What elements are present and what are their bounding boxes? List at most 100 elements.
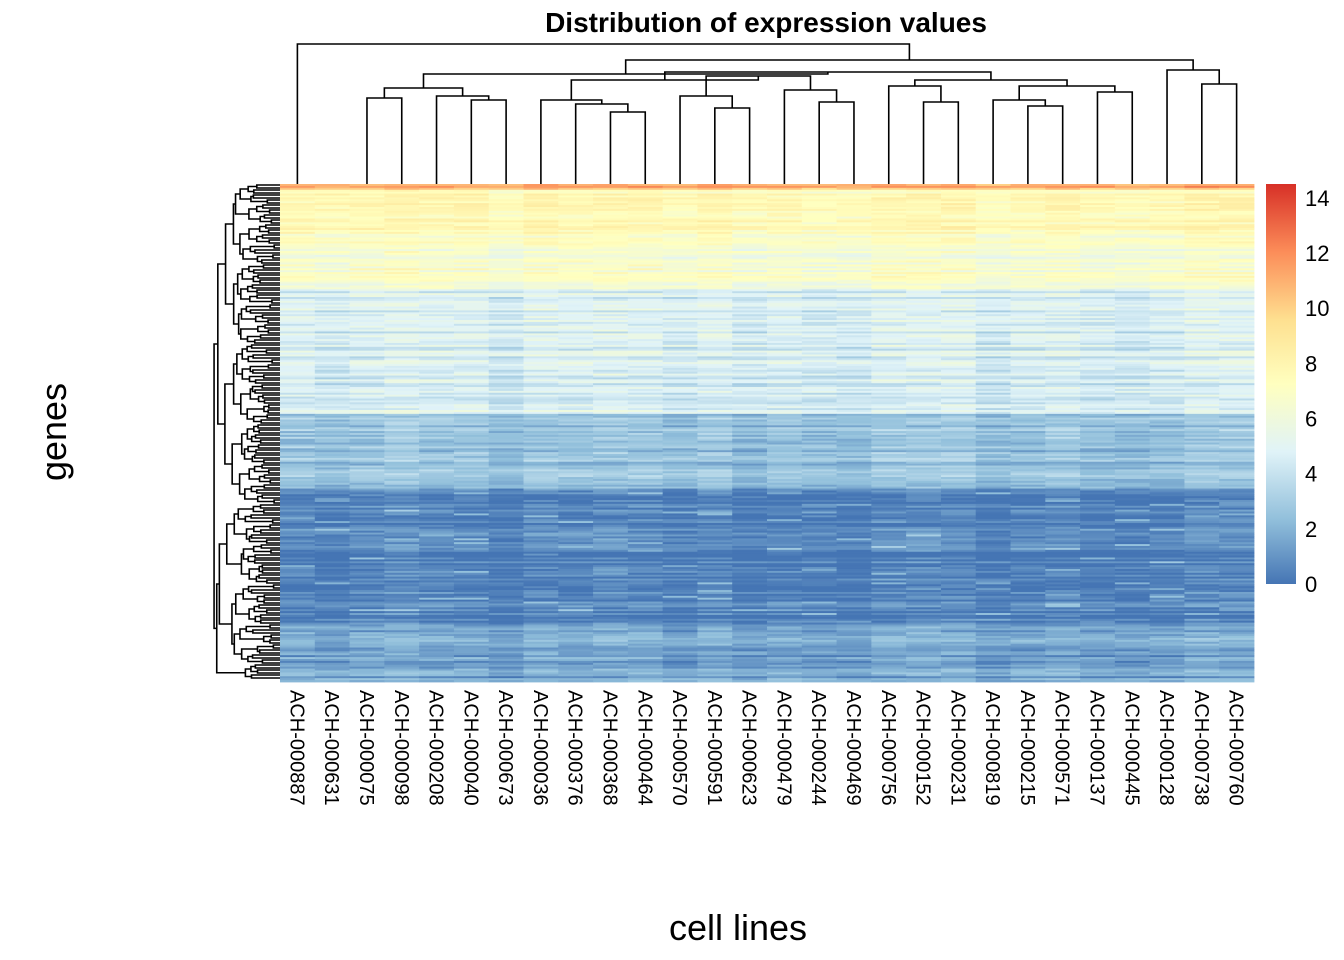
heatmap-cell	[280, 237, 316, 240]
heatmap-cell	[1114, 239, 1151, 242]
heatmap-cell	[1114, 235, 1151, 239]
heatmap-cell	[1114, 298, 1151, 302]
heatmap-cell	[314, 471, 350, 474]
heatmap-cell	[523, 457, 559, 461]
heatmap-cell	[662, 319, 698, 323]
heatmap-cell	[280, 187, 316, 191]
heatmap-cell	[593, 335, 629, 338]
heatmap-cell	[662, 342, 698, 346]
dendrogram-branch	[239, 188, 251, 200]
heatmap-cell	[419, 459, 455, 463]
heatmap-cell	[1184, 268, 1220, 271]
heatmap-cell	[280, 323, 316, 327]
heatmap-cell	[732, 373, 768, 376]
heatmap-cell	[1010, 298, 1046, 302]
heatmap-cell	[662, 371, 698, 375]
heatmap-cell	[1080, 356, 1116, 359]
heatmap-cell	[349, 281, 385, 284]
heatmap-cell	[1184, 507, 1220, 511]
heatmap-cell	[1184, 367, 1220, 371]
heatmap-cell	[1080, 272, 1116, 275]
heatmap-cell	[836, 352, 872, 355]
heatmap-cell	[1184, 427, 1220, 430]
heatmap-cell	[940, 321, 977, 325]
heatmap-cell	[419, 275, 455, 279]
heatmap-cell	[940, 339, 977, 342]
heatmap-cell	[836, 191, 872, 194]
heatmap-cell	[314, 304, 350, 307]
heatmap-cell	[453, 319, 490, 323]
heatmap-cell	[871, 201, 907, 204]
heatmap-cell	[558, 484, 594, 488]
heatmap-cell	[697, 473, 733, 476]
heatmap-cell	[940, 415, 977, 419]
dendrogram-branch	[254, 554, 280, 559]
heatmap-cell	[975, 306, 1011, 309]
heatmap-cell	[593, 411, 629, 415]
heatmap-cell	[1045, 478, 1081, 482]
heatmap-cell	[1045, 406, 1081, 409]
heatmap-cell	[940, 475, 977, 478]
heatmap-cell	[767, 394, 803, 398]
heatmap-cell	[975, 385, 1011, 388]
heatmap-cell	[349, 373, 385, 376]
heatmap-cell	[662, 321, 698, 325]
heatmap-cell	[419, 498, 455, 501]
heatmap-cell	[871, 251, 907, 254]
heatmap-cell	[1114, 241, 1151, 244]
heatmap-cell	[836, 241, 872, 244]
heatmap-cell	[488, 373, 524, 376]
heatmap-cell	[627, 226, 664, 229]
heatmap-cell	[384, 459, 420, 463]
heatmap-cell	[349, 346, 385, 350]
heatmap-cell	[384, 187, 420, 191]
heatmap-cell	[871, 480, 907, 484]
heatmap-cell	[1045, 507, 1081, 511]
heatmap-cell	[1219, 308, 1255, 311]
heatmap-cell	[523, 199, 559, 202]
heatmap-cell	[767, 337, 803, 340]
heatmap-cell	[697, 448, 733, 451]
heatmap-cell	[280, 377, 316, 380]
heatmap-cell	[767, 406, 803, 409]
dendrogram-branch	[263, 484, 280, 489]
heatmap-cell	[662, 375, 698, 378]
heatmap-cell	[767, 189, 803, 193]
heatmap-cell	[1080, 203, 1116, 206]
heatmap-cell	[975, 256, 1011, 260]
heatmap-cell	[732, 274, 768, 277]
heatmap-cell	[1045, 335, 1081, 338]
heatmap-cell	[558, 304, 594, 307]
heatmap-cell	[488, 275, 524, 279]
heatmap-cell	[871, 350, 907, 353]
heatmap-cell	[349, 268, 385, 271]
heatmap-cell	[593, 319, 629, 323]
heatmap-cell	[767, 256, 803, 260]
heatmap-cell	[488, 337, 524, 340]
heatmap-cell	[836, 327, 872, 330]
heatmap-cell	[906, 360, 942, 363]
heatmap-cell	[767, 298, 803, 302]
heatmap-cell	[593, 379, 629, 382]
heatmap-cell	[593, 298, 629, 302]
heatmap-cell	[1184, 321, 1220, 325]
heatmap-cell	[940, 220, 977, 223]
heatmap-cell	[1010, 281, 1046, 284]
heatmap-cell	[453, 218, 490, 221]
heatmap-cell	[767, 254, 803, 258]
heatmap-cell	[1045, 471, 1081, 474]
heatmap-cell	[1080, 245, 1116, 248]
heatmap-cell	[801, 448, 837, 451]
heatmap-cell	[558, 507, 594, 511]
heatmap-cell	[662, 243, 698, 246]
heatmap-cell	[558, 354, 594, 357]
heatmap-cell	[662, 314, 698, 317]
heatmap-cell	[662, 258, 698, 262]
heatmap-cell	[975, 362, 1011, 365]
heatmap-cell	[801, 184, 837, 187]
heatmap-cell	[1219, 494, 1255, 497]
dendrogram-branch	[271, 299, 280, 304]
heatmap-cell	[384, 394, 420, 398]
heatmap-cell	[349, 509, 385, 512]
dendrogram-branch	[269, 304, 280, 309]
